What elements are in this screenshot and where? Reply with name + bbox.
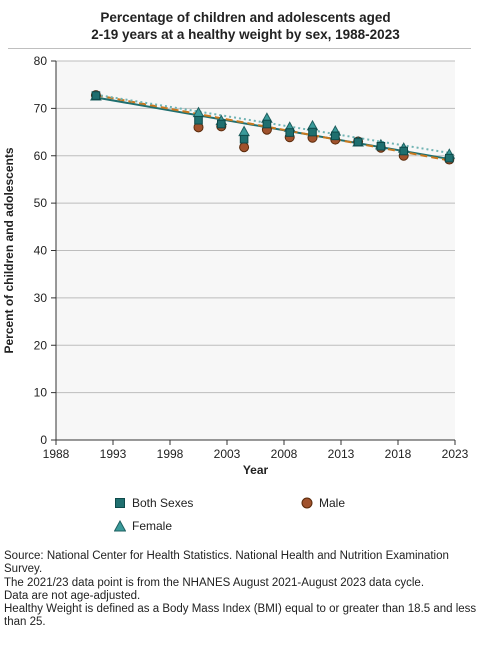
x-tick-label-2008: 2008 <box>271 447 298 461</box>
healthy-weight-chart: 0 10 20 30 40 50 60 70 80 1988 1993 1998 2003 2008 201… <box>2 54 469 477</box>
legend-label-female: Female <box>132 519 173 533</box>
point-0-11 <box>445 153 454 163</box>
x-axis-title: Year <box>243 463 269 477</box>
point-0-3 <box>239 134 249 144</box>
legend-item-both-sexes: Both Sexes <box>114 496 193 510</box>
point-0-9 <box>376 141 386 151</box>
chart-title-line-1: Percentage of children and adolescents a… <box>100 10 391 25</box>
source-line-1: Source: National Center for Health Stati… <box>4 550 449 576</box>
x-tick-label-2023: 2023 <box>442 447 469 461</box>
point-0-10 <box>399 146 408 156</box>
legend-marker-female <box>114 520 126 532</box>
point-0-1 <box>194 115 203 125</box>
y-tick-label-70: 70 <box>34 101 48 115</box>
x-tick-label-2003: 2003 <box>214 447 241 461</box>
point-0-4 <box>262 119 272 129</box>
legend-item-female: Female <box>114 519 172 533</box>
legend-marker-both-sexes <box>115 498 125 508</box>
source-line-3: Data are not age-adjusted. <box>4 589 141 602</box>
x-tick-label-1993: 1993 <box>100 447 127 461</box>
point-0-7 <box>331 131 340 141</box>
x-tick-label-1998: 1998 <box>157 447 184 461</box>
point-0-2 <box>217 119 226 129</box>
x-tick-label-2018: 2018 <box>385 447 412 461</box>
y-tick-label-20: 20 <box>34 338 48 352</box>
y-tick-label-50: 50 <box>34 196 48 210</box>
y-tick-label-0: 0 <box>40 433 47 447</box>
chart-title: Percentage of children and adolescents a… <box>0 9 491 43</box>
point-0-5 <box>285 128 294 137</box>
point-0-0 <box>91 91 101 100</box>
point-0-8 <box>353 137 363 147</box>
y-tick-label-40: 40 <box>34 244 48 258</box>
point-1-3 <box>239 142 250 153</box>
legend-label-male: Male <box>319 496 346 510</box>
x-tick-label-1988: 1988 <box>43 447 70 461</box>
y-tick-label-10: 10 <box>34 386 48 400</box>
y-tick-label-80: 80 <box>34 54 48 68</box>
legend-item-male: Male <box>301 496 345 510</box>
source-notes: Source: National Center for Health Stati… <box>4 550 488 630</box>
y-tick-label-60: 60 <box>34 149 48 163</box>
chart-title-line-2: 2-19 years at a healthy weight by sex, 1… <box>91 27 400 42</box>
y-tick-label-30: 30 <box>34 291 48 305</box>
source-line-4: Healthy Weight is defined as a Body Mass… <box>4 603 477 629</box>
x-tick-label-2013: 2013 <box>328 447 355 461</box>
source-line-2: The 2021/23 data point is from the NHANE… <box>4 576 425 589</box>
legend-marker-male <box>301 497 313 509</box>
y-axis-title: Percent of children and adolescents <box>2 147 16 353</box>
point-0-6 <box>308 127 317 137</box>
legend-label-both-sexes: Both Sexes <box>132 496 194 510</box>
title-divider <box>8 48 471 49</box>
trend-line-1 <box>95 94 450 162</box>
